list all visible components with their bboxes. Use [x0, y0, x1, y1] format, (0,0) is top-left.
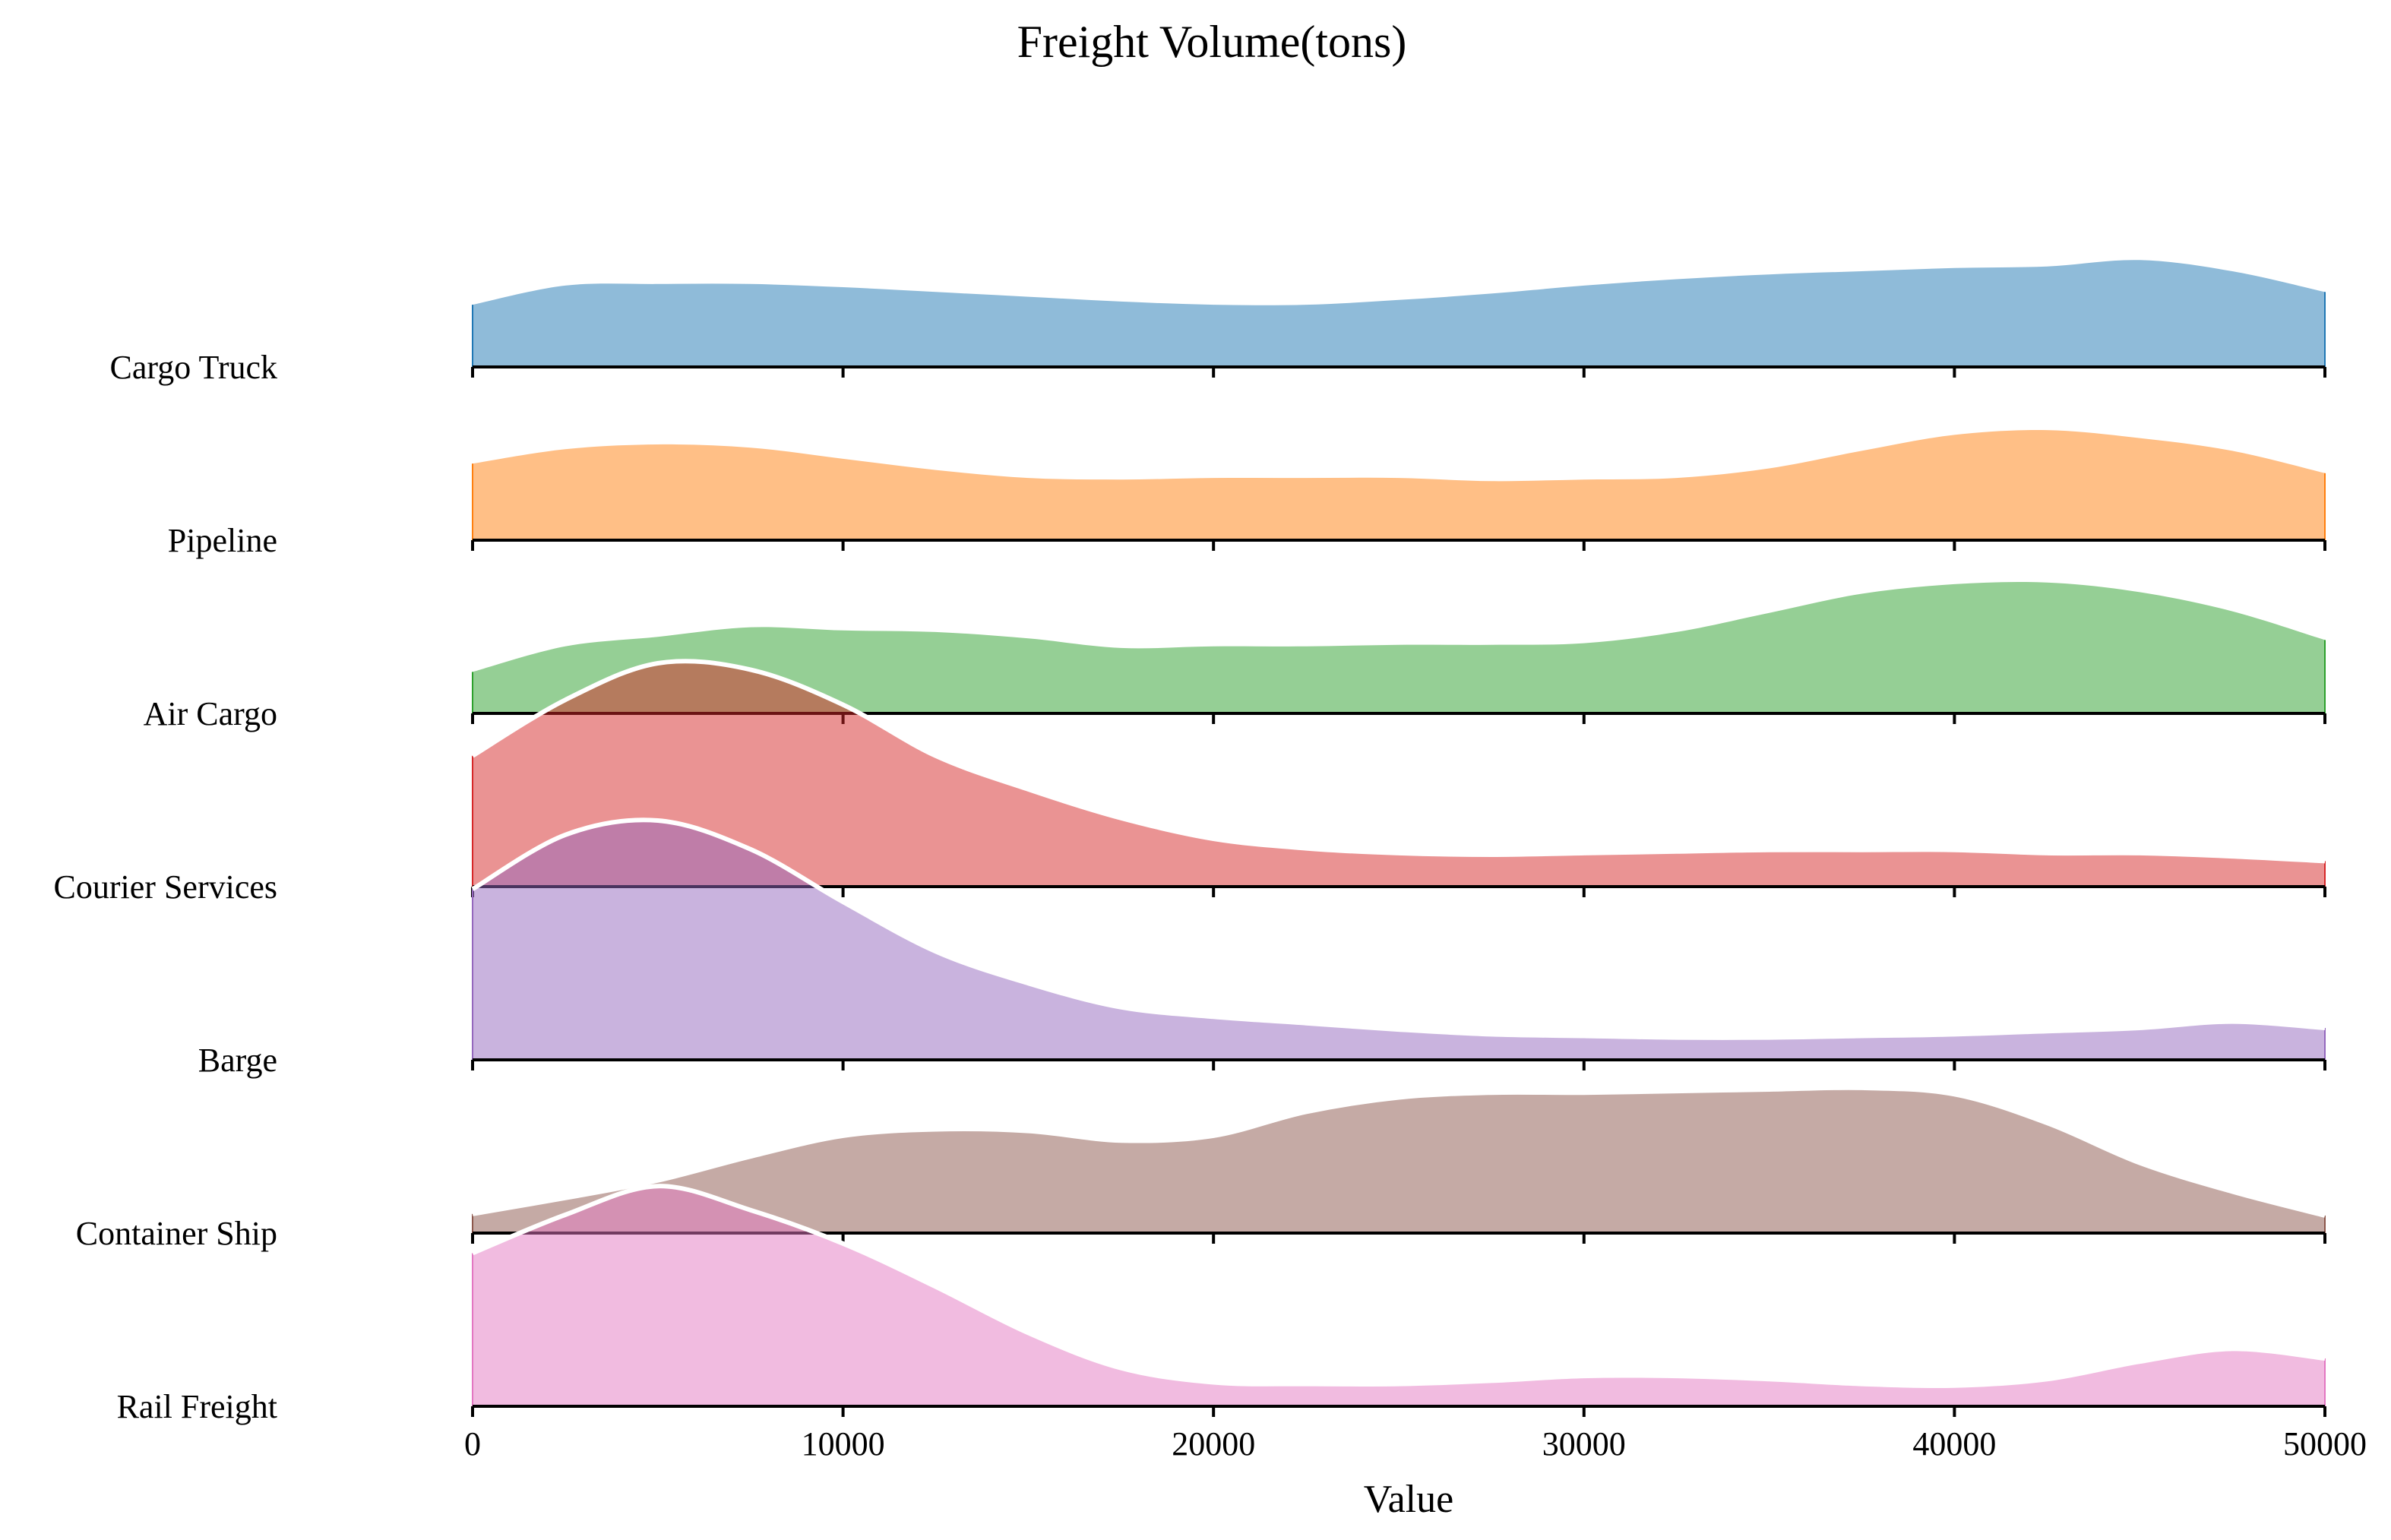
x-tick-label: 40000 [1912, 1425, 1996, 1463]
ridge-cargo-truck: Cargo Truck [110, 260, 2326, 386]
row-label-cargo-truck: Cargo Truck [110, 349, 277, 386]
ridge-pipeline: Pipeline [168, 429, 2326, 559]
row-label-rail-freight: Rail Freight [117, 1388, 277, 1425]
chart-title: Freight Volume(tons) [1017, 17, 1407, 67]
ridge-air-cargo: Air Cargo [144, 581, 2326, 732]
ridge-outline-rail-freight [471, 1184, 2326, 1389]
ridge-area-pipeline [473, 429, 2325, 540]
row-label-pipeline: Pipeline [168, 522, 277, 559]
ridge-area-air-cargo [473, 581, 2325, 713]
row-label-container-ship: Container Ship [76, 1215, 277, 1252]
ridge-area-barge [473, 820, 2325, 1060]
ridge-barge: Barge [198, 817, 2326, 1079]
ridge-area-container-ship [473, 1087, 2325, 1233]
x-tick-label: 10000 [802, 1425, 885, 1463]
ridge-area-cargo-truck [473, 260, 2325, 367]
ridge-area-courier-services [473, 661, 2325, 887]
ridge-container-ship: Container Ship [76, 1085, 2326, 1252]
ridge-rail-freight: Rail Freight [117, 1184, 2326, 1425]
row-label-air-cargo: Air Cargo [144, 695, 277, 732]
row-label-barge: Barge [198, 1042, 277, 1079]
ridge-outline-barge [471, 817, 2326, 1040]
x-axis: 0 10000 20000 30000 40000 50000 [464, 1425, 2367, 1463]
ridge-outline-courier-services [471, 659, 2326, 864]
ridge-outline-container-ship [472, 1085, 2326, 1218]
x-tick-label: 0 [464, 1425, 481, 1463]
ridge-courier-services: Courier Services [54, 659, 2326, 906]
ridge-area-rail-freight [473, 1186, 2325, 1406]
x-axis-label: Value [1364, 1478, 1453, 1521]
row-label-courier-services: Courier Services [54, 868, 277, 906]
ridges-layer: Cargo Truck Pipeline Air Cargo Courier Serv… [54, 260, 2326, 1425]
x-tick-label: 30000 [1542, 1425, 1626, 1463]
x-tick-label: 20000 [1172, 1425, 1255, 1463]
x-tick-label: 50000 [2283, 1425, 2367, 1463]
